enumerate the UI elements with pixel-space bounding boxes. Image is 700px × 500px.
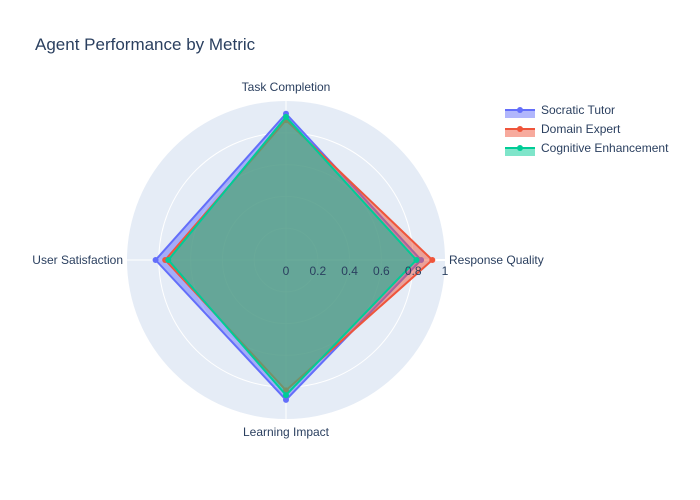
legend-marker: [517, 145, 523, 151]
radial-tick-label: 0.2: [309, 264, 326, 278]
chart-title: Agent Performance by Metric: [35, 35, 256, 54]
data-point: [413, 257, 420, 263]
radial-tick-label: 0.6: [373, 264, 390, 278]
angular-axis-label: Response Quality: [449, 253, 544, 267]
data-point: [429, 257, 436, 263]
radial-tick-label: 0.8: [405, 264, 422, 278]
data-point: [152, 257, 159, 263]
legend-item[interactable]: Socratic Tutor: [505, 103, 615, 118]
angular-axis-labels: Task Completion Response Quality Learning …: [32, 80, 543, 439]
radial-tick-label: 1: [442, 264, 449, 278]
radial-tick-label: 0.4: [341, 264, 358, 278]
legend[interactable]: Socratic Tutor Domain Expert Cognitive Enh…: [505, 103, 669, 156]
series-layer: [152, 110, 436, 403]
legend-label: Domain Expert: [541, 122, 621, 136]
legend-item[interactable]: Domain Expert: [505, 122, 621, 137]
data-point: [283, 113, 289, 120]
angular-axis-label: Task Completion: [242, 80, 331, 94]
legend-item[interactable]: Cognitive Enhancement: [505, 141, 669, 156]
legend-label: Socratic Tutor: [541, 103, 615, 117]
legend-swatch: [505, 129, 535, 137]
data-point: [283, 396, 289, 403]
data-point: [283, 392, 289, 399]
radial-tick-labels: 0 0.2 0.4 0.6 0.8 1: [283, 264, 449, 278]
legend-marker: [517, 107, 523, 113]
angular-axis-label: Learning Impact: [243, 425, 330, 439]
angular-axis-label: User Satisfaction: [32, 253, 123, 267]
legend-swatch: [505, 110, 535, 118]
series-cognitive-enhancement: [165, 113, 420, 399]
legend-swatch: [505, 148, 535, 156]
radial-tick-label: 0: [283, 264, 290, 278]
legend-label: Cognitive Enhancement: [541, 141, 669, 155]
legend-marker: [517, 126, 523, 132]
data-point: [165, 257, 172, 263]
